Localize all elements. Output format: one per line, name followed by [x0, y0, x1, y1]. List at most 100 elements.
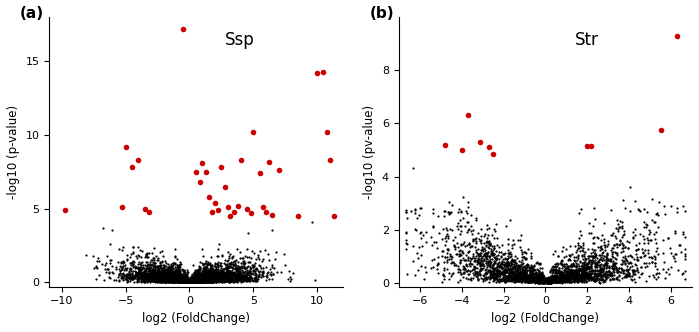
Point — [211, 273, 222, 278]
Point — [208, 272, 219, 278]
Point — [207, 273, 218, 278]
Point — [569, 274, 580, 279]
Point — [134, 275, 145, 280]
Point — [175, 277, 186, 282]
Point — [138, 273, 150, 279]
Point — [152, 278, 163, 283]
Point — [468, 272, 480, 278]
Point — [175, 274, 186, 279]
Point — [564, 278, 575, 283]
Point — [471, 269, 482, 275]
Point — [481, 222, 492, 227]
Point — [157, 277, 168, 283]
Point — [526, 269, 538, 274]
Point — [175, 278, 186, 283]
Point — [181, 277, 192, 282]
Point — [204, 275, 215, 280]
Point — [211, 278, 222, 284]
Point — [588, 254, 599, 259]
Point — [220, 275, 231, 280]
Point — [461, 275, 472, 281]
Point — [459, 266, 470, 271]
Point — [179, 276, 190, 281]
Point — [166, 279, 178, 284]
Point — [157, 270, 168, 275]
Point — [600, 272, 611, 277]
Point — [494, 274, 505, 279]
Point — [143, 278, 154, 283]
Point — [233, 278, 244, 283]
Point — [478, 246, 489, 251]
Point — [436, 254, 447, 259]
Point — [203, 269, 214, 274]
Point — [164, 277, 175, 283]
Point — [215, 273, 226, 279]
Point — [168, 279, 179, 284]
Point — [282, 276, 294, 282]
Point — [148, 278, 159, 283]
Point — [185, 279, 196, 284]
Point — [455, 243, 466, 248]
Point — [528, 279, 540, 285]
Point — [210, 279, 222, 284]
Point — [157, 279, 168, 284]
Point — [570, 259, 581, 264]
Point — [474, 260, 485, 266]
Point — [180, 278, 191, 284]
Point — [154, 275, 166, 280]
Point — [531, 272, 542, 277]
Point — [137, 248, 148, 253]
Point — [178, 277, 189, 283]
Point — [189, 279, 200, 285]
Point — [195, 274, 206, 280]
Point — [169, 278, 180, 284]
Point — [198, 276, 209, 282]
Point — [168, 276, 180, 281]
Point — [210, 264, 222, 270]
Point — [143, 267, 154, 272]
Point — [542, 276, 553, 281]
Point — [171, 275, 182, 281]
Point — [196, 270, 208, 276]
Point — [153, 278, 164, 283]
Point — [515, 278, 526, 283]
Point — [168, 271, 179, 277]
Point — [586, 260, 598, 265]
Point — [191, 279, 202, 285]
Point — [533, 280, 545, 285]
Point — [149, 277, 160, 282]
Point — [203, 278, 214, 283]
Point — [230, 277, 241, 283]
Point — [190, 279, 201, 284]
Point — [466, 256, 477, 261]
Point — [531, 278, 542, 284]
Point — [183, 280, 194, 285]
Point — [483, 243, 494, 248]
Point — [224, 269, 236, 275]
Point — [572, 267, 584, 273]
Point — [511, 273, 522, 278]
Point — [146, 276, 157, 281]
Point — [244, 269, 255, 274]
Point — [477, 260, 488, 265]
Point — [205, 272, 216, 277]
Point — [229, 279, 240, 284]
Point — [164, 279, 175, 285]
Point — [480, 268, 491, 273]
Point — [192, 270, 203, 276]
Point — [408, 244, 419, 249]
Point — [632, 255, 643, 260]
Point — [206, 255, 217, 260]
Point — [189, 279, 201, 285]
Point — [507, 270, 518, 276]
Point — [163, 277, 174, 283]
Point — [134, 260, 145, 265]
Point — [478, 252, 489, 258]
Point — [565, 271, 577, 276]
Point — [219, 277, 230, 282]
Point — [503, 236, 514, 241]
Point — [573, 270, 584, 275]
Point — [176, 279, 187, 284]
Point — [170, 272, 181, 277]
Point — [183, 279, 194, 285]
